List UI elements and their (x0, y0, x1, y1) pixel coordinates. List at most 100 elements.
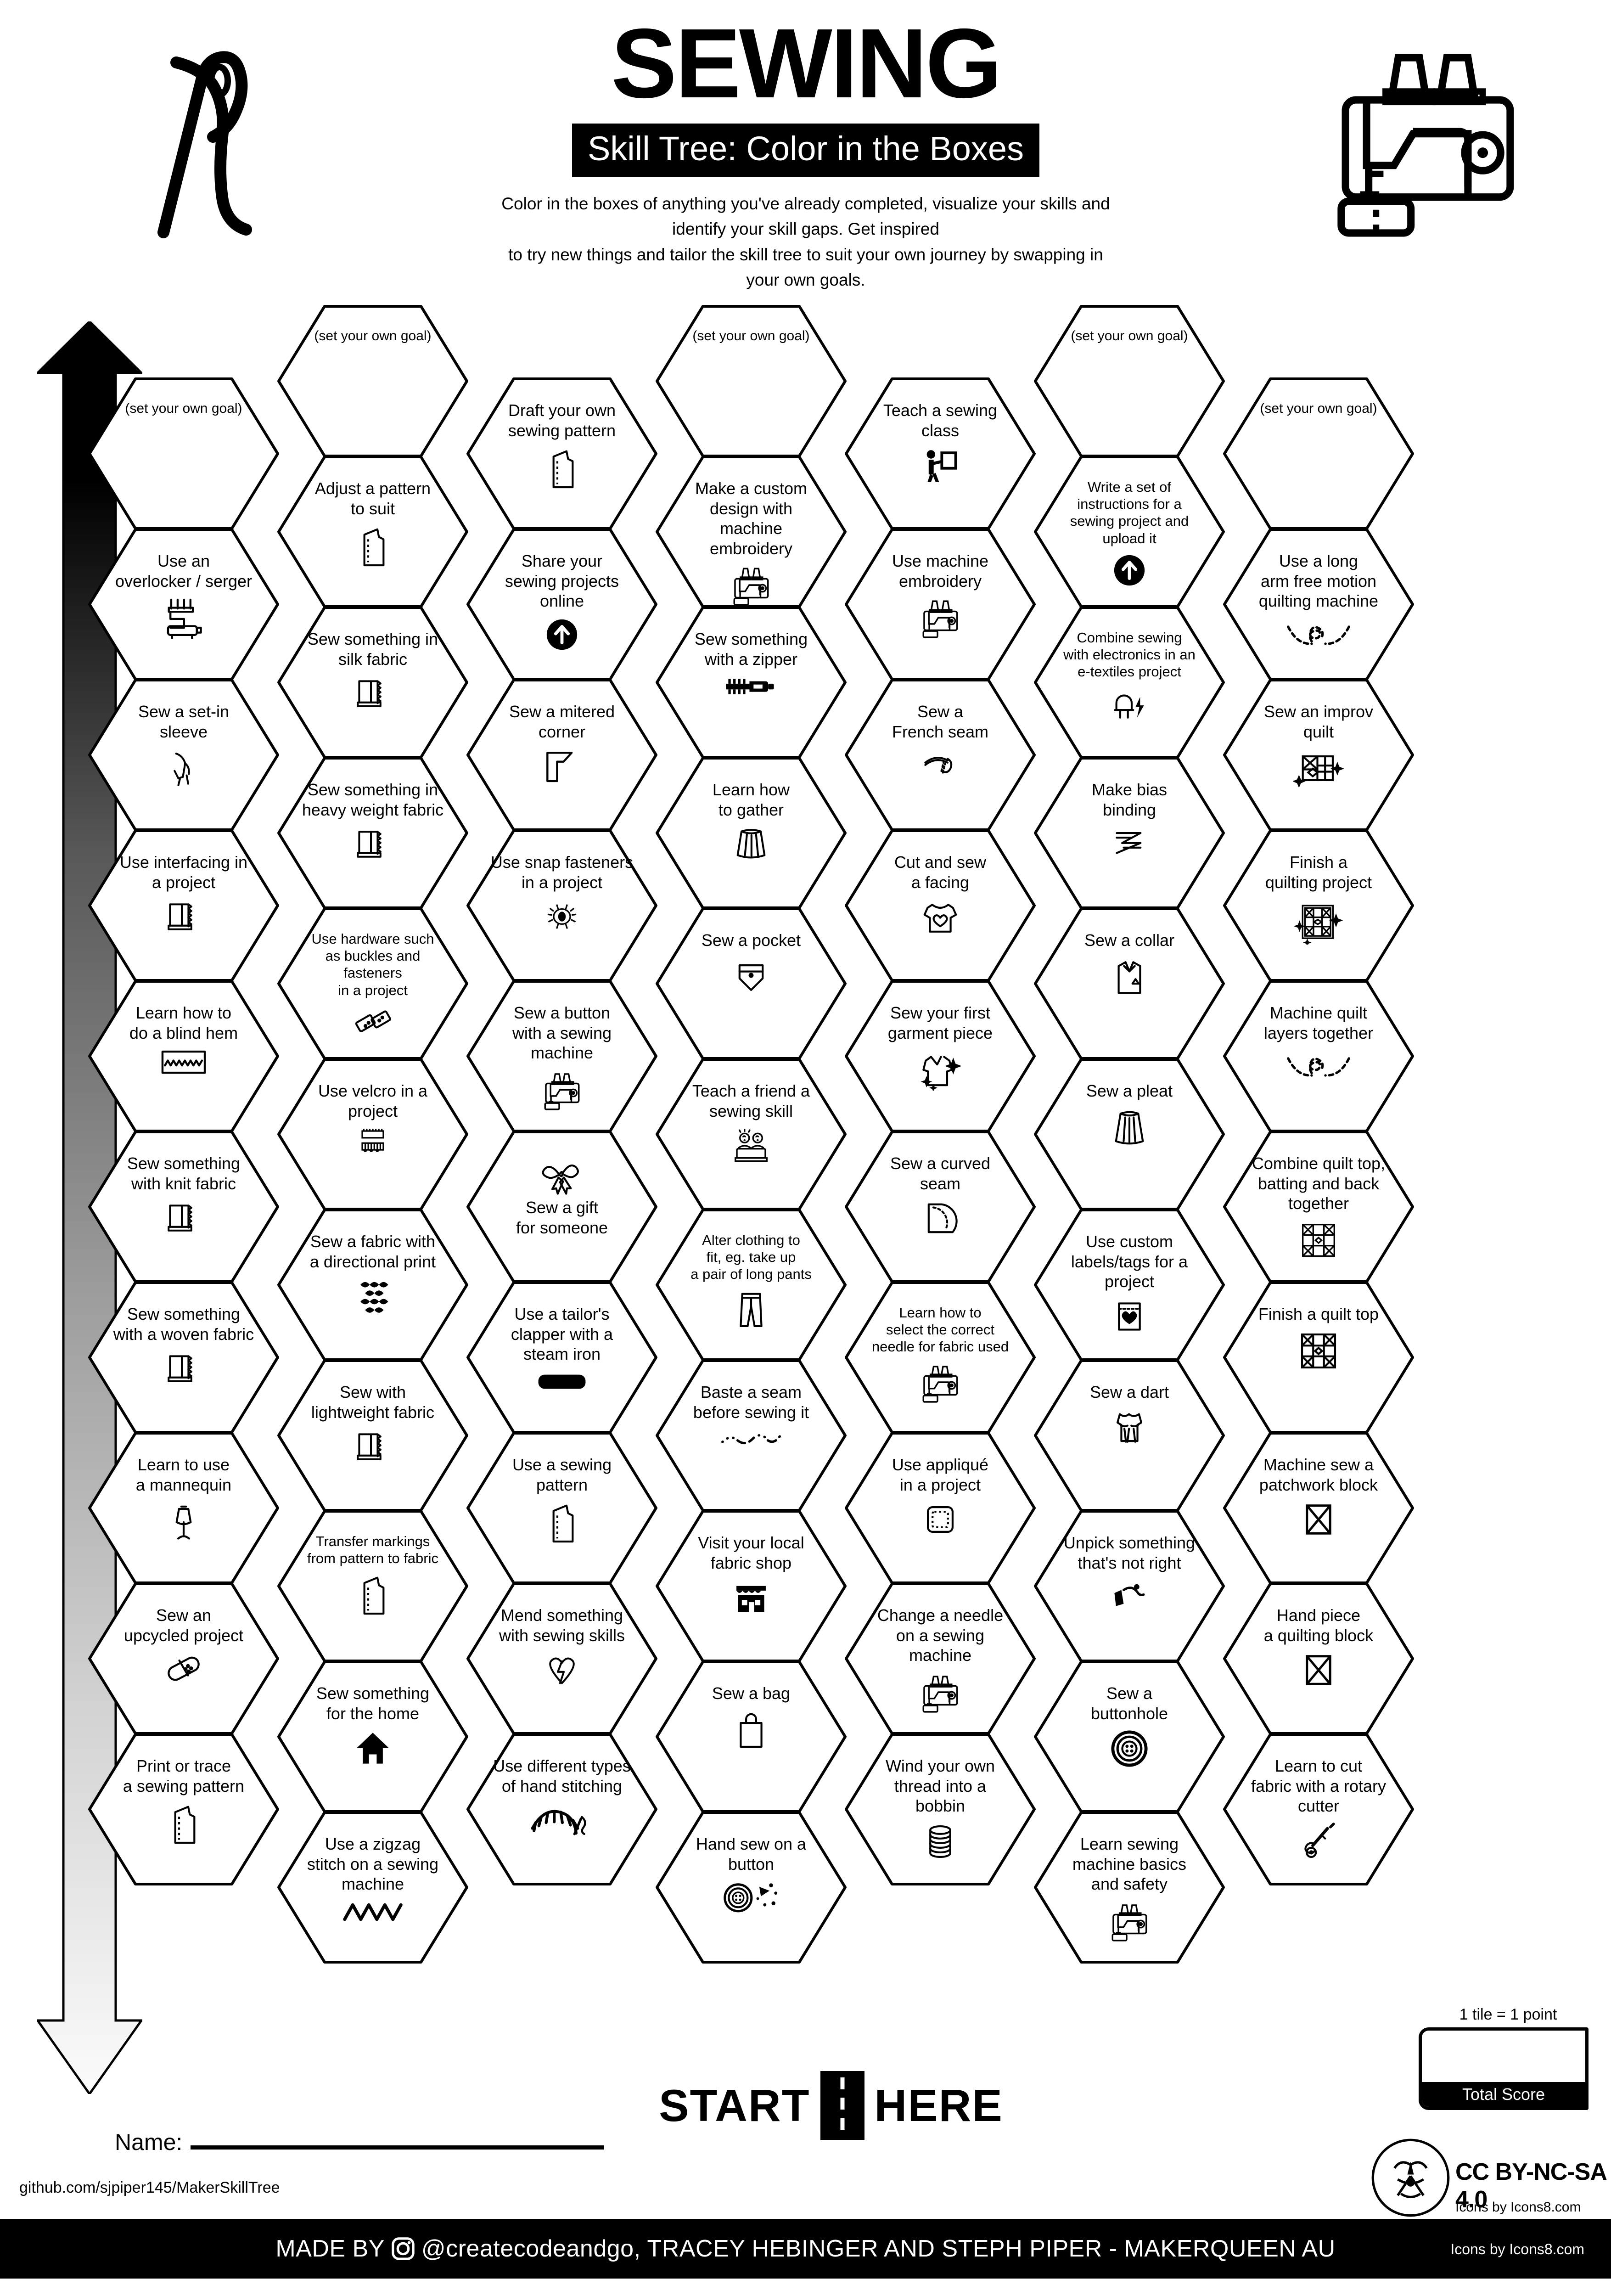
name-write-line[interactable] (191, 2145, 604, 2150)
skill-hex-tile[interactable]: Mend something with sewing skills (466, 1581, 658, 1736)
skill-hex-tile[interactable]: Use an overlocker / serger (87, 527, 280, 681)
skill-hex-tile[interactable]: Sew a dart (1033, 1358, 1226, 1513)
zipper-icon (723, 675, 780, 699)
skill-hex-tile[interactable]: Sew a pleat (1033, 1057, 1226, 1211)
skill-hex-tile[interactable]: Sew something for the home (276, 1660, 469, 1814)
button-icon (1110, 1729, 1149, 1768)
skill-hex-tile[interactable]: (set your own goal) (1222, 377, 1415, 531)
skill-hex-tile[interactable]: Sew something in silk fabric (276, 605, 469, 760)
skill-hex-tile[interactable]: Use a tailor's clapper with a steam iron (466, 1280, 658, 1435)
skill-hex-tile[interactable]: Make bias binding (1033, 756, 1226, 910)
skill-tile-label: Sew a gift for someone (516, 1198, 608, 1237)
skill-hex-tile[interactable]: Use machine embroidery (844, 527, 1037, 681)
skill-hex-tile[interactable]: Transfer markings from pattern to fabric (276, 1509, 469, 1663)
skill-hex-tile[interactable]: Make a custom design with machine embroide… (655, 455, 848, 609)
mending-heart-icon (541, 1651, 583, 1692)
skill-hex-tile[interactable]: Sew a gift for someone (466, 1130, 658, 1284)
skill-hex-tile[interactable]: Visit your local fabric shop (655, 1509, 848, 1663)
skill-hex-tile[interactable]: Wind your own thread into a bobbin (844, 1732, 1037, 1886)
skill-hex-tile[interactable]: Sew a pocket (655, 906, 848, 1061)
score-frame[interactable]: Total Score (1419, 2027, 1589, 2110)
skill-hex-tile[interactable]: Sew a buttonhole (1033, 1660, 1226, 1814)
skill-hex-tile[interactable]: Cut and sew a facing (844, 828, 1037, 983)
skill-tile-label: Learn to cut fabric with a rotary cutter (1251, 1756, 1386, 1816)
skill-hex-tile[interactable]: Sew with lightweight fabric (276, 1358, 469, 1513)
total-score-box[interactable]: Total Score (1419, 2027, 1589, 2110)
skill-hex-tile[interactable]: Sew something with knit fabric (87, 1130, 280, 1284)
skill-hex-tile[interactable]: Teach a friend a sewing skill (655, 1057, 848, 1211)
skill-hex-tile[interactable]: Sew a mitered corner (466, 678, 658, 832)
skill-hex-tile[interactable]: Sew a curved seam (844, 1130, 1037, 1284)
made-by-prefix: MADE BY (275, 2235, 385, 2262)
title-block: SEWING Skill Tree: Color in the Boxes Co… (496, 14, 1116, 293)
intro-blurb-line1: Color in the boxes of anything you've al… (501, 194, 1110, 239)
skill-hex-tile[interactable]: Learn to use a mannequin (87, 1431, 280, 1585)
skill-tile-label: Make bias binding (1091, 780, 1168, 819)
skill-hex-tile[interactable]: Sew an upcycled project (87, 1581, 280, 1736)
skill-tile-label: Hand sew on a button (696, 1835, 807, 1874)
name-field[interactable]: Name: (115, 2131, 604, 2154)
skill-hex-tile[interactable]: Sew a collar (1033, 906, 1226, 1061)
skill-hex-tile[interactable]: Learn to cut fabric with a rotary cutter (1222, 1732, 1415, 1886)
skill-hex-tile[interactable]: Learn how to select the correct needle for… (844, 1280, 1037, 1435)
skill-hex-tile[interactable]: Use hardware such as buckles and fastener… (276, 906, 469, 1061)
skill-hex-tile[interactable]: Use different types of hand stitching (466, 1732, 658, 1886)
skill-hex-tile[interactable]: Hand sew on a button (655, 1810, 848, 1964)
skill-hex-tile[interactable]: Sew an improv quilt (1222, 678, 1415, 832)
skill-hex-tile[interactable]: Sew your first garment piece (844, 979, 1037, 1133)
skirt-gather-icon (730, 825, 772, 864)
skill-hex-tile[interactable]: Sew a set-in sleeve (87, 678, 280, 832)
start-here-marker: START HERE (657, 2071, 1005, 2140)
skill-hex-tile[interactable]: Write a set of instructions for a sewing p… (1033, 455, 1226, 609)
sewing-machine-icon (1108, 1900, 1151, 1943)
pleat-skirt-icon (1108, 1107, 1151, 1149)
skill-hex-tile[interactable]: Sew something with a woven fabric (87, 1280, 280, 1435)
skill-hex-tile[interactable]: Sew something with a zipper (655, 605, 848, 760)
skill-hex-tile[interactable]: Print or trace a sewing pattern (87, 1732, 280, 1886)
skill-hex-tile[interactable]: Sew a bag (655, 1660, 848, 1814)
skill-hex-tile[interactable]: Use custom labels/tags for a project (1033, 1208, 1226, 1362)
skill-tile-label: Hand piece a quilting block (1263, 1606, 1374, 1645)
skill-hex-tile[interactable]: Combine sewing with electronics in an e-te… (1033, 605, 1226, 760)
skill-hex-tile[interactable]: Hand piece a quilting block (1222, 1581, 1415, 1736)
skill-hex-tile[interactable]: Sew a fabric with a directional print (276, 1208, 469, 1362)
skill-hex-tile[interactable]: Learn how to gather (655, 756, 848, 910)
here-word: HERE (874, 2080, 1003, 2131)
pattern-piece-icon (543, 1500, 581, 1546)
skill-tile-label: Change a needle on a sewing machine (877, 1606, 1004, 1665)
skill-hex-tile[interactable]: Teach a sewing class (844, 377, 1037, 531)
skill-hex-tile[interactable]: Learn sewing machine basics and safety (1033, 1810, 1226, 1964)
skill-tile-label: Learn how to gather (712, 780, 790, 819)
led-icon (1106, 686, 1152, 721)
skill-hex-tile[interactable]: Sew a French seam (844, 678, 1037, 832)
skill-hex-tile[interactable]: Change a needle on a sewing machine (844, 1581, 1037, 1736)
skill-hex-tile[interactable]: Machine sew a patchwork block (1222, 1431, 1415, 1585)
skill-hex-tile[interactable]: (set your own goal) (1033, 304, 1226, 458)
skill-hex-tile[interactable]: (set your own goal) (276, 304, 469, 458)
skill-hex-tile[interactable]: Finish a quilting project (1222, 828, 1415, 983)
skill-hex-tile[interactable]: Alter clothing to fit, eg. take up a pair … (655, 1208, 848, 1362)
github-url[interactable]: github.com/sjpiper145/MakerSkillTree (19, 2179, 280, 2196)
skill-hex-tile[interactable]: Use snap fasteners in a project (466, 828, 658, 983)
skill-hex-tile[interactable]: Use appliqué in a project (844, 1431, 1037, 1585)
skill-hex-tile[interactable]: Share your sewing projects online (466, 527, 658, 681)
skill-hex-tile[interactable]: (set your own goal) (655, 304, 848, 458)
skill-hex-tile[interactable]: Sew something in heavy weight fabric (276, 756, 469, 910)
skill-hex-tile[interactable]: Use velcro in a project (276, 1057, 469, 1211)
skill-hex-tile[interactable]: Unpick something that's not right (1033, 1509, 1226, 1663)
skill-hex-tile[interactable]: Combine quilt top, batting and back togeth… (1222, 1130, 1415, 1284)
skill-hex-tile[interactable]: Machine quilt layers together (1222, 979, 1415, 1133)
skill-hex-tile[interactable]: Sew a button with a sewing machine (466, 979, 658, 1133)
skill-hex-tile[interactable]: Use a long arm free motion quilting machin… (1222, 527, 1415, 681)
skill-hex-tile[interactable]: Baste a seam before sewing it (655, 1358, 848, 1513)
fabric-roll-icon (163, 1350, 204, 1386)
skill-hex-tile[interactable]: Finish a quilt top (1222, 1280, 1415, 1435)
skill-hex-tile[interactable]: Use a zigzag stitch on a sewing machine (276, 1810, 469, 1964)
skill-hex-tile[interactable]: Learn how to do a blind hem (87, 979, 280, 1133)
skill-tile-label: Sew a fabric with a directional print (309, 1232, 436, 1271)
skill-hex-tile[interactable]: (set your own goal) (87, 377, 280, 531)
skill-hex-tile[interactable]: Use interfacing in a project (87, 828, 280, 983)
skill-hex-tile[interactable]: Draft your own sewing pattern (466, 377, 658, 531)
skill-hex-tile[interactable]: Adjust a pattern to suit (276, 455, 469, 609)
skill-hex-tile[interactable]: Use a sewing pattern (466, 1431, 658, 1585)
